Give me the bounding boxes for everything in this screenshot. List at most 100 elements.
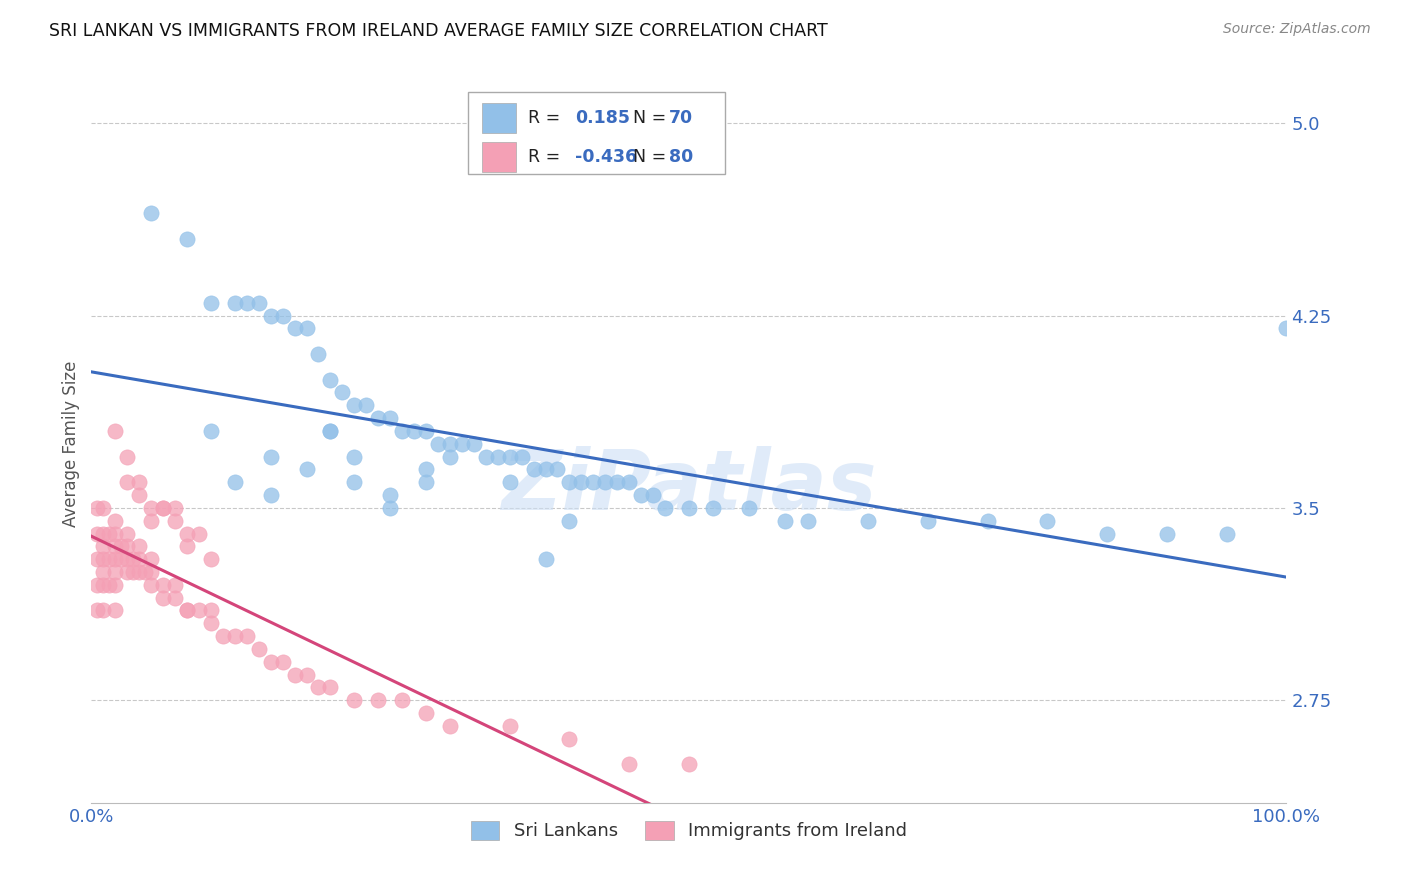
Point	[498, 475, 520, 490]
Point	[86, 603, 108, 617]
Point	[200, 616, 222, 631]
Point	[152, 500, 174, 515]
Point	[534, 462, 557, 476]
Point	[93, 565, 114, 579]
Point	[115, 475, 138, 490]
Point	[307, 681, 329, 695]
Point	[259, 450, 281, 464]
Text: SRI LANKAN VS IMMIGRANTS FROM IRELAND AVERAGE FAMILY SIZE CORRELATION CHART: SRI LANKAN VS IMMIGRANTS FROM IRELAND AV…	[49, 22, 828, 40]
Point	[402, 424, 425, 438]
Point	[176, 526, 198, 541]
Point	[176, 540, 198, 554]
Point	[1275, 321, 1298, 335]
Text: N =: N =	[633, 148, 672, 166]
Point	[439, 437, 461, 451]
Text: -0.436: -0.436	[575, 148, 637, 166]
Point	[319, 681, 342, 695]
Point	[415, 424, 437, 438]
Text: Source: ZipAtlas.com: Source: ZipAtlas.com	[1223, 22, 1371, 37]
Point	[678, 757, 700, 772]
Point	[319, 373, 342, 387]
Point	[619, 475, 641, 490]
Point	[93, 603, 114, 617]
Point	[86, 526, 108, 541]
Point	[115, 540, 138, 554]
Point	[1097, 526, 1119, 541]
Point	[378, 500, 402, 515]
Point	[200, 552, 222, 566]
Point	[510, 450, 533, 464]
Point	[141, 514, 162, 528]
Point	[141, 500, 162, 515]
Point	[104, 514, 127, 528]
Point	[534, 552, 557, 566]
Point	[247, 295, 270, 310]
Point	[141, 565, 162, 579]
Text: 80: 80	[669, 148, 693, 166]
Point	[187, 526, 211, 541]
Point	[439, 450, 461, 464]
Point	[134, 565, 156, 579]
Point	[128, 540, 150, 554]
Text: R =: R =	[527, 109, 565, 127]
Point	[737, 500, 759, 515]
Point	[415, 475, 437, 490]
Point	[343, 475, 366, 490]
Point	[224, 629, 246, 643]
Point	[122, 565, 145, 579]
Point	[93, 500, 114, 515]
Point	[163, 591, 186, 605]
Point	[128, 488, 150, 502]
Point	[319, 424, 342, 438]
Point	[606, 475, 628, 490]
Point	[295, 667, 318, 681]
Point	[498, 719, 520, 733]
Point	[702, 500, 724, 515]
Point	[128, 552, 150, 566]
Point	[259, 655, 281, 669]
Point	[200, 295, 222, 310]
Point	[354, 398, 377, 412]
Point	[104, 578, 127, 592]
Point	[917, 514, 939, 528]
Point	[93, 578, 114, 592]
Point	[110, 540, 132, 554]
Point	[571, 475, 593, 490]
Point	[176, 603, 198, 617]
Point	[283, 321, 307, 335]
Point	[115, 450, 138, 464]
Text: 70: 70	[669, 109, 693, 127]
Point	[558, 514, 581, 528]
Point	[463, 437, 485, 451]
Point	[343, 398, 366, 412]
Point	[593, 475, 616, 490]
Point	[797, 514, 820, 528]
Point	[1156, 526, 1178, 541]
Point	[104, 603, 127, 617]
Point	[200, 603, 222, 617]
Point	[187, 603, 211, 617]
Point	[498, 450, 520, 464]
Point	[110, 552, 132, 566]
Point	[367, 693, 389, 707]
Point	[128, 475, 150, 490]
Point	[98, 578, 121, 592]
Point	[582, 475, 605, 490]
Point	[271, 655, 294, 669]
Point	[1215, 526, 1237, 541]
Point	[450, 437, 472, 451]
Point	[86, 552, 108, 566]
Point	[224, 295, 246, 310]
Point	[141, 552, 162, 566]
Point	[86, 578, 108, 592]
Point	[378, 411, 402, 425]
Point	[104, 540, 127, 554]
Point	[152, 578, 174, 592]
Point	[93, 552, 114, 566]
Point	[122, 552, 145, 566]
Point	[856, 514, 880, 528]
Text: R =: R =	[527, 148, 565, 166]
Point	[115, 565, 138, 579]
Point	[235, 629, 259, 643]
Point	[641, 488, 664, 502]
